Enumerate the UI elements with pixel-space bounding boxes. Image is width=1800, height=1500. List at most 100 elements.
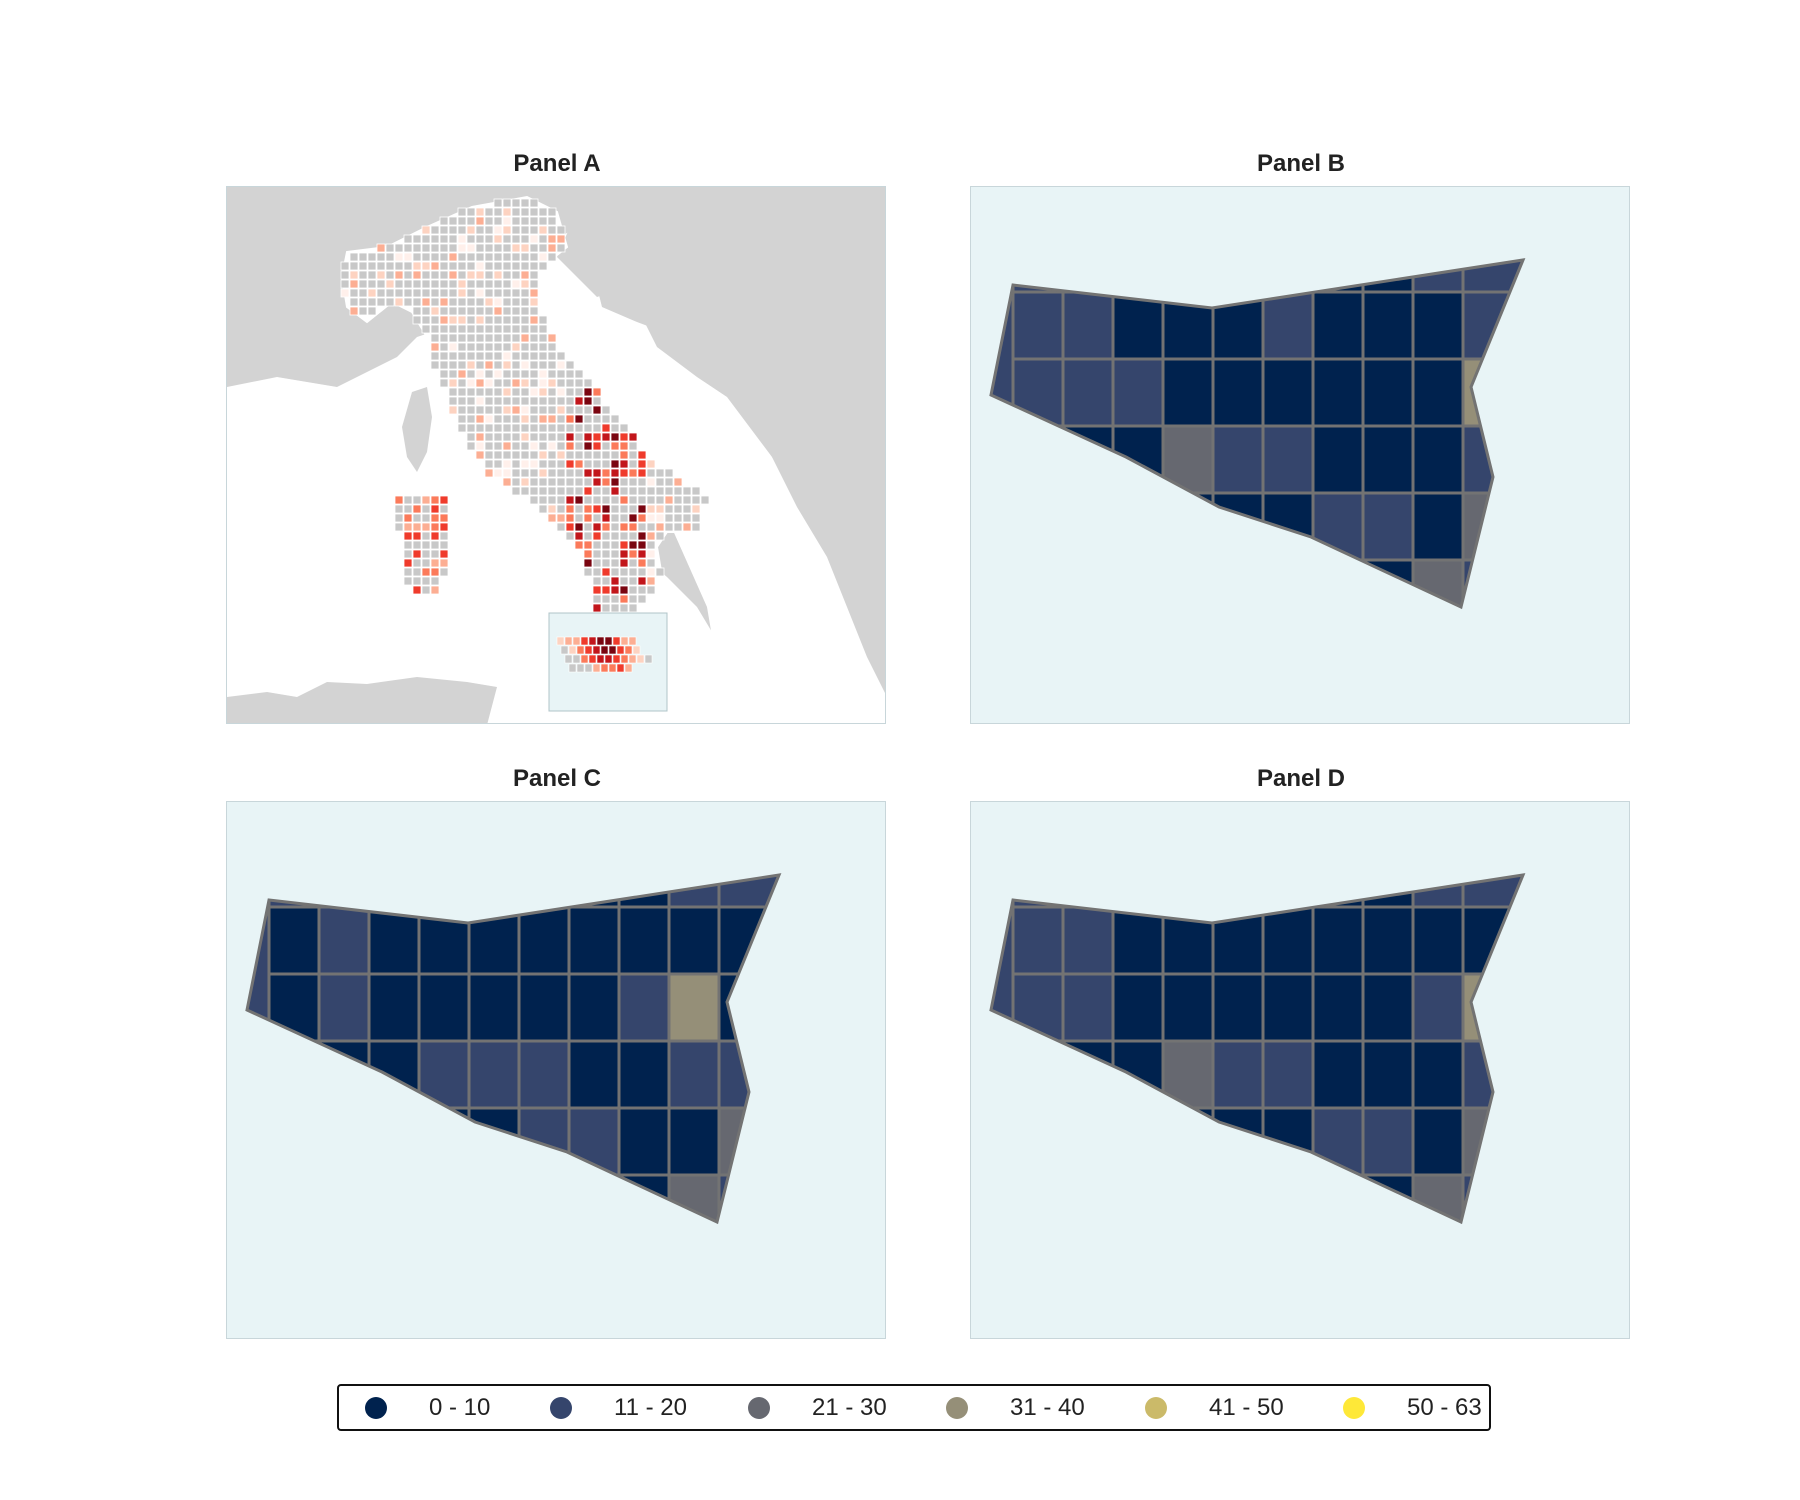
grid-cell (538, 477, 548, 487)
grid-cell (619, 540, 629, 550)
grid-cell (421, 306, 431, 316)
grid-cell (520, 315, 530, 325)
grid-cell (412, 252, 422, 262)
grid-cell (574, 378, 584, 388)
grid-cell (403, 288, 413, 298)
grid-cell (529, 198, 539, 208)
grid-cell (601, 540, 611, 550)
grid-cell (529, 261, 539, 271)
grid-cell (601, 594, 611, 604)
grid-cell (1263, 1230, 1313, 1280)
grid-cell (475, 252, 485, 262)
grid-cell (493, 351, 503, 361)
grid-cell (421, 531, 431, 541)
grid-cell (439, 288, 449, 298)
grid-cell (628, 540, 638, 550)
grid-cell (439, 225, 449, 235)
grid-cell (520, 351, 530, 361)
grid-cell (475, 207, 485, 217)
grid-cell (1161, 424, 1215, 495)
grid-cell (466, 288, 476, 298)
grid-cell (616, 663, 625, 673)
grid-cell (556, 414, 566, 424)
grid-cell (529, 342, 539, 352)
grid-cell (520, 261, 530, 271)
grid-cell (529, 243, 539, 253)
grid-cell (403, 549, 413, 559)
grid-cell (1361, 1173, 1415, 1222)
grid-cell (467, 972, 521, 1043)
grid-cell (340, 279, 350, 289)
grid-cell (610, 441, 620, 451)
grid-cell (493, 306, 503, 316)
sea-adriatic (532, 227, 885, 723)
grid-cell (430, 270, 440, 280)
grid-cell (588, 636, 597, 646)
grid-cell (484, 324, 494, 334)
grid-cell (376, 261, 386, 271)
grid-cell (502, 441, 512, 451)
grid-cell (511, 468, 521, 478)
grid-cell (1261, 1173, 1315, 1222)
grid-cell (592, 441, 602, 451)
grid-cell (467, 1173, 521, 1222)
grid-cell (583, 423, 593, 433)
grid-cell (403, 567, 413, 577)
grid-cell (619, 495, 629, 505)
grid-cell (421, 252, 431, 262)
grid-cell (484, 360, 494, 370)
grid-cell (556, 351, 566, 361)
grid-cell (572, 654, 581, 664)
grid-cell (466, 207, 476, 217)
grid-cell (421, 585, 431, 595)
grid-cell (421, 225, 431, 235)
grid-cell (529, 288, 539, 298)
grid-cell (592, 396, 602, 406)
grid-cell (394, 288, 404, 298)
grid-cell (556, 234, 566, 244)
grid-cell (664, 486, 674, 496)
grid-cell (511, 279, 521, 289)
grid-cell (466, 378, 476, 388)
grid-cell (340, 288, 350, 298)
grid-cell (430, 342, 440, 352)
grid-cell (576, 645, 585, 655)
grid-cell (439, 315, 449, 325)
grid-cell (583, 495, 593, 505)
grid-cell (547, 216, 557, 226)
grid-cell (529, 405, 539, 415)
grid-cell (646, 531, 656, 541)
grid-cell (520, 198, 530, 208)
grid-cell (610, 414, 620, 424)
legend-label: 50 - 63 (1407, 1393, 1482, 1421)
grid-cell (547, 387, 557, 397)
grid-cell (610, 477, 620, 487)
grid-cell (628, 594, 638, 604)
grid-cell (367, 1039, 421, 1110)
grid-cell (511, 441, 521, 451)
grid-cell (529, 216, 539, 226)
grid-cell (565, 495, 575, 505)
grid-cell (1363, 1230, 1413, 1280)
legend-item: 0 - 10 (365, 1386, 490, 1429)
grid-cell (529, 207, 539, 217)
grid-cell (412, 549, 422, 559)
grid-cell (529, 396, 539, 406)
grid-cell (637, 576, 647, 586)
grid-cell (529, 378, 539, 388)
grid-cell (511, 225, 521, 235)
grid-cell (502, 396, 512, 406)
grid-cell (619, 567, 629, 577)
grid-cell (466, 405, 476, 415)
legend-swatch-icon (1343, 1396, 1365, 1419)
grid-cell (448, 342, 458, 352)
grid-cell (617, 1039, 671, 1110)
grid-cell (412, 243, 422, 253)
grid-cell (421, 261, 431, 271)
grid-cell (646, 477, 656, 487)
grid-cell (628, 432, 638, 442)
panel-b-svg (989, 258, 1526, 610)
grid-cell (580, 654, 589, 664)
grid-cell (448, 315, 458, 325)
grid-cell (637, 594, 647, 604)
